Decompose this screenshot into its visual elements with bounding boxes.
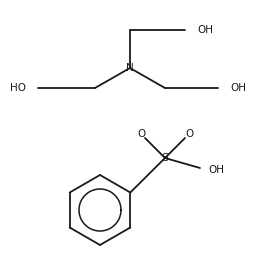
Text: O: O [137,129,145,139]
Text: HO: HO [10,83,26,93]
Text: OH: OH [208,165,224,175]
Text: O: O [185,129,193,139]
Text: OH: OH [197,25,213,35]
Text: OH: OH [230,83,246,93]
Text: N: N [126,63,134,73]
Text: S: S [161,153,169,163]
